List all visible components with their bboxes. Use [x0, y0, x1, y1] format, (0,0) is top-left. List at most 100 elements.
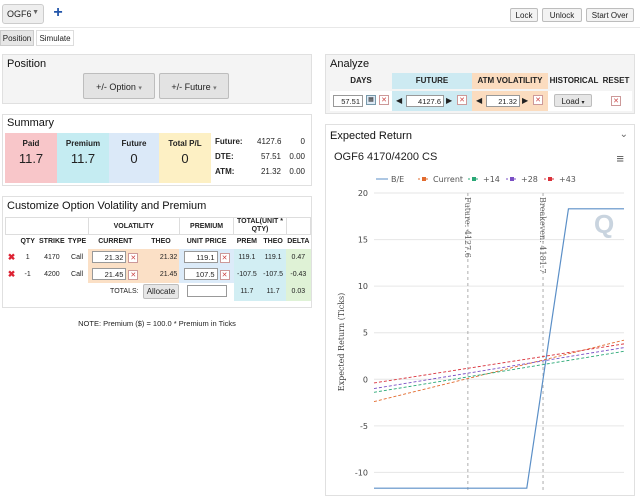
menu-icon[interactable]: ≡ — [616, 151, 624, 166]
future-value: 0 — [130, 151, 138, 166]
header-premium: PREMIUM — [178, 217, 235, 235]
option-button[interactable]: +/- Option ▾ — [83, 73, 155, 99]
header-historical: HISTORICAL — [549, 76, 599, 85]
start-over-button[interactable]: Start Over — [586, 8, 634, 22]
lock-button[interactable]: Lock — [510, 8, 538, 22]
unit-price-input[interactable]: 107.5 — [183, 267, 218, 280]
future-button[interactable]: +/- Future ▾ — [159, 73, 229, 99]
clear-icon[interactable]: ✕ — [379, 95, 389, 105]
y-tick-label: 20 — [358, 189, 368, 198]
stat-value: 57.51 — [260, 152, 281, 161]
clear-icon[interactable]: ✕ — [128, 270, 139, 281]
total-delta: 0.03 — [286, 282, 311, 301]
cell-type: Call — [71, 270, 84, 278]
customize-title: Customize Option Volatility and Premium — [7, 200, 207, 212]
y-tick-label: 10 — [358, 282, 368, 291]
chevron-down-icon: ▾ — [581, 100, 585, 106]
header-future: FUTURE — [392, 73, 472, 89]
total-theo: 11.7 — [259, 282, 287, 301]
future-box: Future 0 — [109, 133, 159, 183]
current-vol-input[interactable]: 21.32 — [92, 250, 127, 263]
table-row: ✖ 1 4170 Call 21.32 ✕ 21.32 119.1 ✕ 119.… — [6, 248, 311, 266]
stat-value: 4127.6 — [257, 137, 282, 146]
stat-label: Future: — [215, 137, 243, 146]
total-pl-value: 0 — [181, 151, 189, 166]
cell-theo: 21.32 — [142, 248, 180, 266]
col-unit-price: UNIT PRICE — [186, 238, 227, 246]
symbol-tab-label: OGF6 — [7, 9, 32, 19]
paid-box: Paid 11.7 — [5, 133, 57, 183]
option-button-label: +/- Option — [96, 82, 136, 92]
unit-price-input[interactable]: 119.1 — [183, 250, 218, 263]
remove-row-icon[interactable]: ✖ — [7, 251, 16, 262]
header-volatility: VOLATILITY — [87, 217, 180, 235]
chart-subtitle: OGF6 4170/4200 CS — [334, 151, 438, 163]
chevron-right-icon[interactable]: ▶ — [522, 96, 529, 105]
col-qty: QTY — [20, 238, 35, 246]
add-tab-button[interactable]: + — [53, 4, 63, 21]
unlock-button[interactable]: Unlock — [542, 8, 582, 22]
table-row: ✖ -1 4200 Call 21.45 ✕ 21.45 107.5 ✕ -10… — [6, 265, 311, 283]
col-type: TYPE — [67, 238, 87, 246]
stat-row-atm: ATM: 21.32 0.00 — [213, 167, 309, 182]
tab-position[interactable]: Position — [0, 30, 34, 46]
days-input[interactable]: 57.51 — [333, 95, 363, 107]
totals-premium-input[interactable] — [186, 284, 227, 297]
clear-icon[interactable]: ✕ — [128, 253, 139, 264]
reset-icon[interactable]: ✕ — [611, 96, 621, 106]
reset-cell: ✕ — [600, 91, 632, 111]
clear-icon[interactable]: ✕ — [219, 270, 230, 281]
clear-icon[interactable]: ✕ — [219, 253, 230, 264]
current-vol-input[interactable]: 21.45 — [92, 267, 127, 280]
collapse-icon[interactable]: ⌄ — [619, 129, 628, 140]
allocate-button[interactable]: Allocate — [142, 284, 180, 299]
legend-label: +28 — [521, 175, 538, 184]
cell-type: Call — [71, 253, 84, 261]
header-total: TOTAL(UNIT * QTY) — [233, 217, 287, 235]
remove-row-icon[interactable]: ✖ — [7, 268, 16, 279]
stat-label: ATM: — [215, 167, 235, 176]
customize-panel: Customize Option Volatility and Premium … — [2, 196, 312, 308]
header-reset: RESET — [602, 76, 630, 85]
total-pl-box: Total P/L 0 — [159, 133, 211, 183]
series-line — [374, 208, 624, 489]
cell-prem: 119.1 — [233, 248, 260, 266]
series-line — [373, 343, 625, 384]
atm-input[interactable]: 21.32 — [486, 95, 520, 107]
chevron-down-icon: ▼ — [32, 9, 39, 16]
chevron-left-icon[interactable]: ◀ — [476, 96, 483, 105]
stat-row-future: Future: 4127.6 0 — [213, 137, 309, 152]
clear-icon[interactable]: ✕ — [457, 95, 467, 105]
cell-strike: 4200 — [44, 270, 60, 278]
legend-marker — [548, 177, 552, 181]
legend-label: B/E — [391, 175, 404, 184]
cell-delta: -0.43 — [286, 265, 311, 283]
load-dropdown[interactable]: Load ▾ — [554, 94, 592, 107]
clear-icon[interactable]: ✕ — [533, 95, 543, 105]
cell-qty: -1 — [24, 270, 31, 278]
historical-cell: Load ▾ — [548, 91, 600, 111]
legend-label: +43 — [559, 175, 576, 184]
y-tick-label: 15 — [358, 236, 368, 245]
total-pl-label: Total P/L — [168, 139, 202, 148]
expected-return-panel: Expected Return ⌄ OGF6 4170/4200 CS ≡ Q … — [325, 124, 635, 496]
chevron-left-icon[interactable]: ◀ — [396, 96, 403, 105]
tab-simulate[interactable]: Simulate — [36, 30, 74, 46]
stat-change: 0.00 — [289, 152, 305, 161]
series-line — [373, 350, 625, 393]
expected-return-chart: 20 15 10 5 0 -5 -10 Expected Return (Ticks) Futu… — [337, 175, 625, 491]
symbol-tab[interactable]: OGF6 ▼ — [2, 4, 44, 24]
chevron-right-icon[interactable]: ▶ — [446, 96, 453, 105]
paid-label: Paid — [22, 139, 40, 148]
legend-marker — [510, 177, 514, 181]
cell-total-theo: 119.1 — [259, 248, 287, 266]
days-cell: 57.51 ▦ ✕ — [330, 91, 392, 111]
watermark-logo: Q — [594, 209, 615, 239]
annotation-label: Future: 4127.6 — [463, 197, 472, 258]
calendar-icon[interactable]: ▦ — [366, 95, 376, 105]
total-prem: 11.7 — [233, 282, 260, 301]
col-strike: STRIKE — [39, 238, 65, 246]
cell-prem: -107.5 — [233, 265, 260, 283]
y-tick-label: -5 — [360, 422, 368, 431]
future-input[interactable]: 4127.6 — [406, 95, 444, 107]
